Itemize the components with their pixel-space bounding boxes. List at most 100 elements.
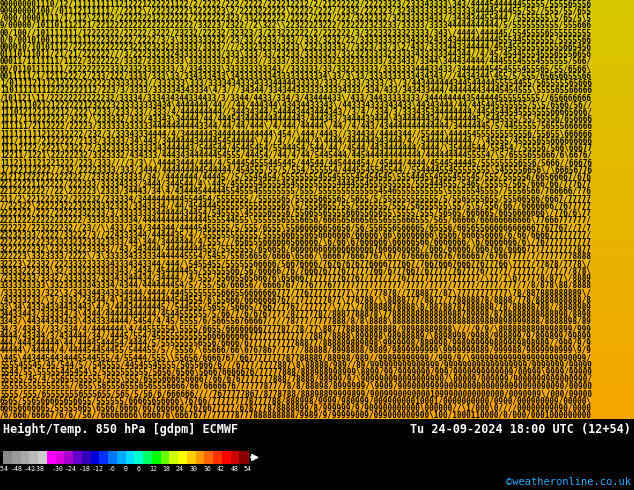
Text: 444/444344444\44/4444544454/4444/5/555555556556/6666/6777777777788877/8888898898: 444/444344444\44/4444544454/4444/5/55555…: [0, 339, 592, 347]
Text: 34433443/333334/3\4344/44444444444/4544555555/5/66/7/6/6767777/87777787/88877888: 34433443/333334/3\4344/44444444444/45445…: [0, 310, 592, 318]
Bar: [0, 241, 634, 246]
Text: 54: 54: [244, 466, 252, 472]
Bar: [0, 152, 634, 157]
Bar: [0, 304, 634, 309]
Bar: [0, 309, 634, 314]
Bar: [0, 367, 634, 372]
Bar: [0, 5, 634, 10]
Text: 0011111/1/1211222/2/233/222/3333/333\33/334333433\343333333433333333334\33/3\33/: 0011111/1/1211222/2/233/222/3333/333\33/…: [0, 72, 592, 80]
Bar: [100, 450, 108, 465]
Bar: [0, 372, 634, 377]
Text: 222122222222222222/33333333334/44444444444444555544555\55555565556656/6665656665: 222122222222222222/33333333334/444444444…: [0, 216, 592, 225]
Text: 33333222333\32/3332333333343/3434/454444455/55555566/56/66666/76/766676777677777: 33333222333\32/3332333333343/3434/454444…: [0, 267, 592, 275]
Bar: [0, 78, 634, 84]
Bar: [0, 21, 634, 26]
Text: 3222222232\2323332233333//43/343444/44444444555/5555555/656656/66666666666666666: 3222222232\2323332233333//43/343444/4444…: [0, 245, 592, 254]
Text: 00/100//101111111/12222222/22222/3222/23232/22232/32323/3/223222222/2/222222/3/3: 00/100//101111111/12222222/22222/3222/23…: [0, 28, 592, 37]
Bar: [0, 16, 634, 21]
Bar: [0, 251, 634, 257]
Text: 00011/1111111/1122/3222222/3332/23333333\333333333/33333//3333/33333333323332333: 00011/1111111/1122/3222222/3332/23333333…: [0, 57, 592, 66]
Bar: [0, 31, 634, 37]
Bar: [0, 126, 634, 131]
Text: Height/Temp. 850 hPa [gdpm] ECMWF: Height/Temp. 850 hPa [gdpm] ECMWF: [3, 423, 238, 436]
Text: 55555/45/4/55655555555/555\555/65556666566667/66/6767777777888/78888/98999/9/\90: 55555/45/4/55655555555/555\555/655566665…: [0, 375, 592, 384]
Bar: [47, 450, 56, 465]
Bar: [187, 450, 196, 465]
Bar: [0, 74, 634, 78]
Bar: [0, 351, 634, 356]
Text: -42: -42: [24, 466, 36, 472]
Text: 110111111112222222112/223/3/3333/333334343334\4/3///34344/33434433333333334333/3: 110111111112222222112/223/3/3333/3333343…: [0, 86, 592, 95]
Text: /2333233/3332/3333333/33343344434/34444//4/555/5566556566676\656667777777767767/: /2333233/3332/3333333/33343344434/34444/…: [0, 273, 592, 283]
Bar: [3, 450, 12, 465]
Bar: [0, 42, 634, 47]
Text: 222223\3323333/2222\/3\333334333334444445554/5455/55656656/6666\6566/\6666776667: 222223\3323333/2222\/3\33333433333444444…: [0, 252, 592, 261]
Bar: [231, 450, 240, 465]
Text: 1111/111222222/3222/\233332/333/43343\34444/44/4445434444444444443/444343/344443: 1111/111222222/3222/\233332/333/43343\34…: [0, 115, 592, 123]
Bar: [0, 115, 634, 121]
Text: /6/666/66667/6/6//56//66666666\666676\6667677/777778777888888888/9989/9/99999009: /6/666/66667/6/6//56//66666666\666676\66…: [0, 411, 592, 420]
Bar: [0, 272, 634, 277]
Text: 23232333/2222/33222/3//224333344/4444435/4//555555555555/5555666556656666666/666: 23232333/2222/33222/3//224333344/4444435…: [0, 230, 592, 239]
Bar: [0, 210, 634, 215]
Bar: [213, 450, 223, 465]
Bar: [117, 450, 126, 465]
Text: -12: -12: [93, 466, 104, 472]
Bar: [0, 382, 634, 388]
Bar: [178, 450, 187, 465]
Bar: [0, 173, 634, 178]
Bar: [0, 277, 634, 283]
Bar: [126, 450, 135, 465]
Bar: [0, 157, 634, 162]
Text: 212121222212222222//23333333333/34//4444444/44445//5/5545454/5555555545545555454: 212121222212222222//23333333333/34//4444…: [0, 172, 592, 181]
Bar: [0, 267, 634, 272]
Text: 2222222/222/22222332233/3/3333333344444434454/545555\4555565556/5566556555566655: 2222222/222/22222332233/3/33333333444444…: [0, 209, 592, 218]
Text: /43333233/\3/3333/24344/4\343444444444544554/6\55666/6666666767/7777777877\77878: /43333233/\3/3333/24344/4\34344444444454…: [0, 295, 592, 304]
Bar: [204, 450, 214, 465]
Bar: [0, 345, 634, 351]
Bar: [0, 47, 634, 52]
Bar: [0, 403, 634, 409]
Bar: [134, 450, 143, 465]
Text: 2212222222//22\222223\2333/34443/34\4/43444544444554555455555555/555/55555555555: 2212222222//22\222223\2333/34443/34\4/43…: [0, 187, 592, 196]
Text: 900000001110/12/1111111111212221222221122/2/2222/222/2222/222212212/2/21222222/2: 900000001110/12/111111111121222122222112…: [0, 0, 592, 8]
Bar: [0, 330, 634, 335]
Bar: [0, 105, 634, 110]
Bar: [0, 142, 634, 147]
Bar: [0, 178, 634, 183]
Text: 36: 36: [203, 466, 211, 472]
Bar: [0, 189, 634, 194]
Text: 48: 48: [230, 466, 238, 472]
Bar: [0, 68, 634, 73]
Bar: [0, 414, 634, 419]
Bar: [29, 450, 39, 465]
Text: -38: -38: [34, 466, 45, 472]
Text: 111/1111/2122222/2133/33333/34\443/34444443444454544444\/4//4///444/4\4444/44444: 111/1111/2122222/2133/33333/34\443/34444…: [0, 136, 592, 146]
Bar: [0, 388, 634, 393]
Bar: [0, 215, 634, 220]
Bar: [0, 257, 634, 262]
Bar: [0, 225, 634, 230]
Bar: [0, 283, 634, 288]
Bar: [0, 89, 634, 94]
Bar: [91, 450, 100, 465]
Text: 211/2\221222322/222232/233334/3444444444554454/5555555//5555565/55555665565/5655: 211/2\221222322/222232/233334/3444444444…: [0, 194, 592, 203]
Bar: [0, 341, 634, 345]
Bar: [73, 450, 82, 465]
Bar: [0, 409, 634, 414]
Text: 1112111121221222/223/333////3/3\/\44443444/444/4/544454555445445/44544/445444454: 1112111121221222/223/333////3/3\/\444434…: [0, 158, 592, 167]
Bar: [0, 63, 634, 68]
Bar: [0, 335, 634, 341]
Bar: [195, 450, 205, 465]
Text: 44444\/44444/4/444454454455/544455/5//5556/\65666/66\6767867/777//88888/8998888/: 44444\/44444/4/444454454455/544455/5//55…: [0, 346, 592, 355]
Bar: [0, 230, 634, 236]
Text: 000010/10101112/222222222222322323232333333/3333////3332323333233\232333333//332: 000010/10101112/222222222222322323232333…: [0, 43, 592, 51]
Text: -18: -18: [79, 466, 91, 472]
Text: 4444/43344/3/434444/34//4445/554/455555555555666666666777777777777/7887/8888\899: 4444/43344/3/434444/34//4445/554/4555555…: [0, 331, 592, 341]
Text: \445\4434454434445544555/4/55444/555\\55656/6666767/667777777787788889/88998/989: \445\4434454434445544555/4/55444/555\\55…: [0, 353, 592, 362]
Text: 11112122/2221\2322/2/332333333333343444443/544544/45445454/5544454/544/44//4544/: 11112122/2221\2322/2/3323333333333434444…: [0, 144, 592, 152]
Text: 12211/1221\22222232/3323332/434333/44434344444454555/44454//44/4/44/5445444/4454: 12211/1221\22222232/3323332/434333/44434…: [0, 151, 592, 160]
Text: 111111111212212222/232/3/33343334444/4/34444443444444444444\454/\444/4443//33443: 111111111212212222/232/3/33343334444/4/3…: [0, 129, 592, 138]
Text: 22122221122222/222333/33334333/3444/344544/4\\445/455555455554545555555554444554: 22122221122222/222333/33334333/3444/3445…: [0, 180, 592, 189]
Text: 555545545/45/544/5//545555/44545545555/5655666/6///6777/7777887\8\88888/989//89/: 555545545/45/544/5//545555/44545545555/5…: [0, 360, 592, 369]
